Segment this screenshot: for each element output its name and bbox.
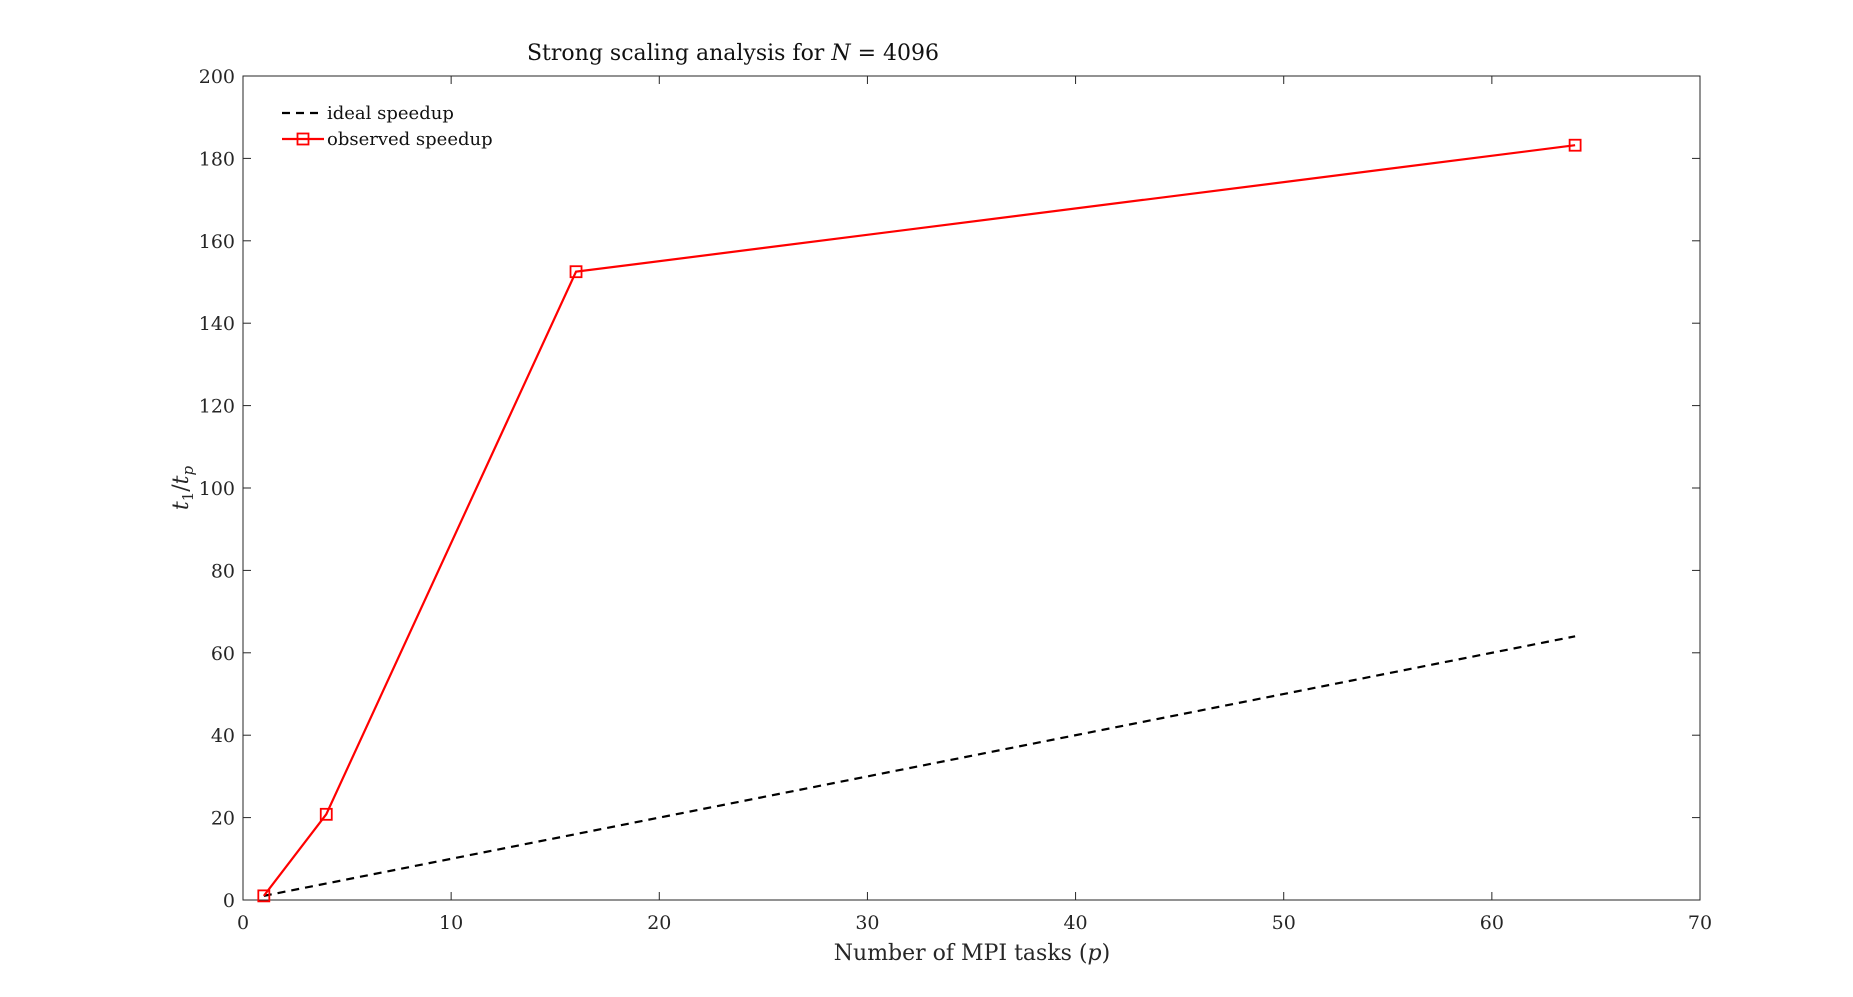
series-line-1 [262,144,1576,897]
x-axis-ticks: 0 10 20 30 40 50 60 70 [237,76,1712,934]
chart-title: Strong scaling analysis for N = 4096 [527,41,939,66]
plot-area: 0 10 20 30 40 50 60 70 0 20 40 60 80 100 120 140 160 180… [199,66,1712,934]
y-tick-label: 60 [211,643,235,665]
x-tick-label: 70 [1688,912,1712,934]
series-1-point [257,889,271,903]
series-layer [257,138,1582,903]
y-tick-label: 120 [199,396,235,418]
legend: ideal speedup observed speedup [282,103,493,150]
chart-title-var: N [830,41,851,66]
y-tick-label: 140 [199,313,235,335]
x-tick-label: 50 [1272,912,1296,934]
x-tick-label: 60 [1480,912,1504,934]
legend-marker-1 [296,132,310,146]
y-tick-label: 100 [199,478,235,500]
chart-title-suffix: = 4096 [851,41,939,66]
x-tick-label: 10 [439,912,463,934]
legend-label-1: observed speedup [327,129,493,150]
series-line-0 [263,635,1576,897]
x-tick-label: 20 [647,912,671,934]
y-tick-label: 80 [211,560,235,582]
y-axis-label-den: t [169,475,194,484]
y-tick-label: 40 [211,725,235,747]
y-axis-label-num-sub: 1 [179,492,197,502]
y-tick-label: 0 [223,890,235,912]
y-axis-label-den-sub: p [179,465,197,475]
legend-label-0: ideal speedup [327,103,454,124]
x-axis-label-var: p [1088,941,1102,966]
x-tick-label: 0 [237,912,249,934]
y-axis-label-slash: / [169,484,194,492]
x-axis-label-prefix: Number of MPI tasks ( [834,941,1088,966]
chart-title-prefix: Strong scaling analysis for [527,41,831,66]
x-axis-label-suffix: ) [1102,941,1111,966]
y-axis-label-num: t [169,501,194,510]
y-tick-label: 20 [211,808,235,830]
series-1-point [569,265,583,279]
y-axis-ticks: 0 20 40 60 80 100 120 140 160 180 200 [199,66,1700,912]
series-1-point [319,807,333,821]
series-1-point [1568,138,1582,152]
x-axis-label: Number of MPI tasks (p) [834,941,1110,966]
y-tick-label: 180 [199,148,235,170]
y-tick-label: 200 [199,66,235,88]
y-tick-label: 160 [199,231,235,253]
axes-box [242,75,1701,901]
x-tick-label: 30 [855,912,879,934]
y-axis-label: t1/tp [169,465,197,510]
x-tick-label: 40 [1063,912,1087,934]
